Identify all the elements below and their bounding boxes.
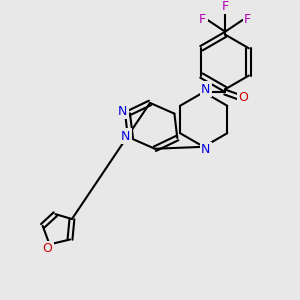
Text: N: N: [118, 105, 128, 118]
Text: N: N: [121, 130, 130, 142]
Text: O: O: [43, 242, 52, 255]
Text: O: O: [238, 91, 247, 103]
Text: F: F: [199, 14, 206, 26]
Text: F: F: [222, 0, 229, 13]
Text: N: N: [201, 83, 210, 96]
Text: F: F: [244, 14, 251, 26]
Text: N: N: [201, 143, 210, 156]
